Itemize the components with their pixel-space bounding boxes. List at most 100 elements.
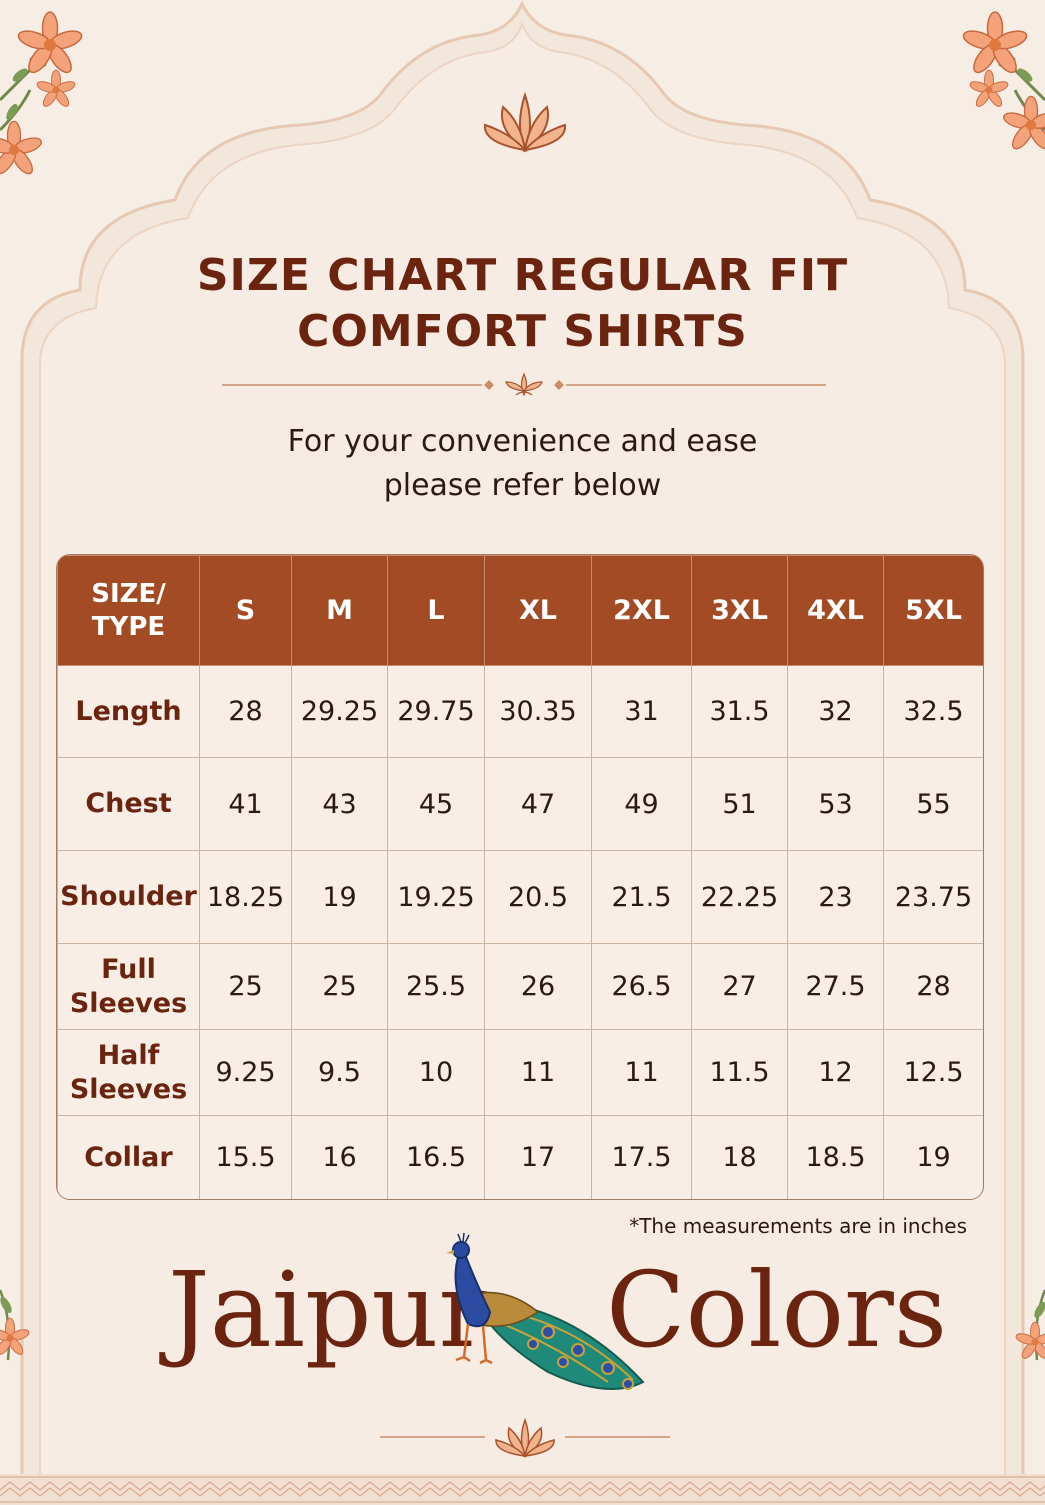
table-cell: 29.25 xyxy=(291,665,388,758)
row-label-line-1: Chest xyxy=(85,788,172,819)
table-cell: 51 xyxy=(691,757,788,851)
size-table-grid: SIZE/ TYPE S M L XL 2XL 3XL 4XL 5XL Leng… xyxy=(57,555,983,1199)
table-cell: 28 xyxy=(199,665,292,758)
subtitle: For your convenience and ease please ref… xyxy=(0,420,1045,508)
row-label: Collar xyxy=(57,1115,200,1199)
column-header-size: 4XL xyxy=(787,555,884,666)
table-cell: 20.5 xyxy=(484,850,592,944)
table-cell: 16 xyxy=(291,1115,388,1199)
row-label: Half Sleeves xyxy=(57,1029,200,1116)
lotus-icon xyxy=(505,372,543,397)
table-cell: 43 xyxy=(291,757,388,851)
table-cell: 12 xyxy=(787,1029,884,1116)
table-cell: 15.5 xyxy=(199,1115,292,1199)
row-label-line-1: Shoulder xyxy=(60,881,197,912)
table-cell: 26 xyxy=(484,943,592,1030)
table-cell: 22.25 xyxy=(691,850,788,944)
table-header-row: SIZE/ TYPE S M L XL 2XL 3XL 4XL 5XL xyxy=(57,555,983,666)
table-cell: 16.5 xyxy=(387,1115,485,1199)
row-label-line-1: Full xyxy=(101,953,156,985)
table-cell: 45 xyxy=(387,757,485,851)
table-cell: 11 xyxy=(591,1029,692,1116)
floral-corner-icon xyxy=(1014,1289,1045,1362)
table-row: Collar 15.5 16 16.5 17 17.5 18 18.5 19 xyxy=(57,1115,983,1199)
ornament-divider xyxy=(222,372,826,397)
table-cell: 31 xyxy=(591,665,692,758)
table-cell: 25 xyxy=(199,943,292,1030)
column-header-size: M xyxy=(291,555,388,666)
table-row: Chest 41 43 45 47 49 51 53 55 xyxy=(57,757,983,851)
page-title: SIZE CHART REGULAR FIT COMFORT SHIRTS xyxy=(0,248,1045,360)
table-cell: 55 xyxy=(883,757,983,851)
table-cell: 19.25 xyxy=(387,850,485,944)
table-row: Half Sleeves 9.25 9.5 10 11 11 11.5 12 1… xyxy=(57,1029,983,1116)
table-cell: 26.5 xyxy=(591,943,692,1030)
table-cell: 10 xyxy=(387,1029,485,1116)
table-cell: 23.75 xyxy=(883,850,983,944)
table-cell: 27 xyxy=(691,943,788,1030)
header-label-line-1: SIZE/ xyxy=(91,578,166,609)
table-cell: 17 xyxy=(484,1115,592,1199)
table-cell: 17.5 xyxy=(591,1115,692,1199)
table-cell: 18.5 xyxy=(787,1115,884,1199)
row-label-line-2: Sleeves xyxy=(69,1073,188,1105)
header-label-line-2: TYPE xyxy=(91,611,166,642)
table-cell: 32.5 xyxy=(883,665,983,758)
table-cell: 11 xyxy=(484,1029,592,1116)
table-cell: 9.25 xyxy=(199,1029,292,1116)
table-cell: 25.5 xyxy=(387,943,485,1030)
lotus-icon xyxy=(483,91,567,153)
table-cell: 28 xyxy=(883,943,983,1030)
column-header-size: L xyxy=(387,555,485,666)
floral-corner-icon xyxy=(0,1289,31,1361)
row-label-line-1: Collar xyxy=(84,1141,173,1173)
column-header-size: 5XL xyxy=(883,555,983,666)
measurement-note: *The measurements are in inches xyxy=(629,1214,967,1238)
table-cell: 30.35 xyxy=(484,665,592,758)
floral-corner-icon xyxy=(0,11,85,178)
table-cell: 23 xyxy=(787,850,884,944)
size-table: SIZE/ TYPE S M L XL 2XL 3XL 4XL 5XL Leng… xyxy=(56,554,984,1200)
table-cell: 21.5 xyxy=(591,850,692,944)
row-label: Length xyxy=(57,665,200,758)
column-header-size: XL xyxy=(484,555,592,666)
table-cell: 27.5 xyxy=(787,943,884,1030)
table-cell: 31.5 xyxy=(691,665,788,758)
column-header-size-type: SIZE/ TYPE xyxy=(57,555,200,666)
table-cell: 32 xyxy=(787,665,884,758)
row-label-line-2: Sleeves xyxy=(69,987,188,1019)
table-row: Full Sleeves 25 25 25.5 26 26.5 27 27.5 … xyxy=(57,943,983,1030)
column-header-size: S xyxy=(199,555,292,666)
table-cell: 18.25 xyxy=(199,850,292,944)
table-cell: 49 xyxy=(591,757,692,851)
table-cell: 11.5 xyxy=(691,1029,788,1116)
brand-word-jaipur: Jaipur xyxy=(168,1249,489,1371)
column-header-size: 3XL xyxy=(691,555,788,666)
table-cell: 19 xyxy=(291,850,388,944)
row-label: Shoulder xyxy=(57,850,200,944)
title-line-1: SIZE CHART REGULAR FIT xyxy=(196,250,849,301)
row-label-line-1: Length xyxy=(75,695,182,727)
subtitle-line-2: please refer below xyxy=(383,468,662,503)
floral-corner-icon xyxy=(960,11,1045,153)
row-label: Chest xyxy=(57,757,200,851)
table-cell: 41 xyxy=(199,757,292,851)
table-cell: 9.5 xyxy=(291,1029,388,1116)
lotus-icon xyxy=(495,1417,555,1458)
table-cell: 53 xyxy=(787,757,884,851)
table-row: Shoulder 18.25 19 19.25 20.5 21.5 22.25 … xyxy=(57,850,983,944)
subtitle-line-1: For your convenience and ease xyxy=(287,424,758,459)
row-label-line-1: Half xyxy=(97,1039,160,1071)
title-line-2: COMFORT SHIRTS xyxy=(297,306,748,357)
column-header-size: 2XL xyxy=(591,555,692,666)
row-label: Full Sleeves xyxy=(57,943,200,1030)
peacock-icon xyxy=(446,1232,645,1391)
table-cell: 19 xyxy=(883,1115,983,1199)
table-cell: 29.75 xyxy=(387,665,485,758)
brand-word-colors: Colors xyxy=(606,1249,948,1371)
table-cell: 47 xyxy=(484,757,592,851)
table-cell: 12.5 xyxy=(883,1029,983,1116)
table-cell: 18 xyxy=(691,1115,788,1199)
table-row: Length 28 29.25 29.75 30.35 31 31.5 32 3… xyxy=(57,665,983,758)
